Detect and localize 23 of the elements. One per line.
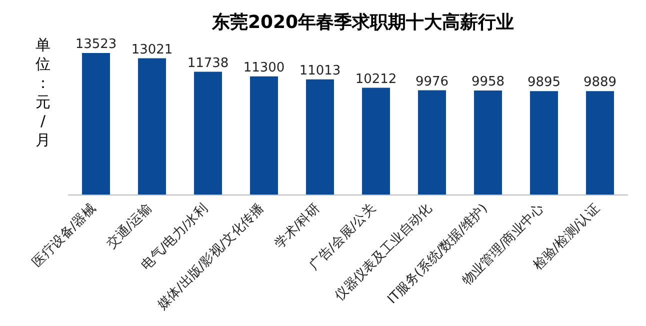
bar <box>194 72 222 195</box>
data-label: 9958 <box>471 74 505 90</box>
bar <box>250 76 278 195</box>
data-label: 9976 <box>415 74 449 90</box>
bar <box>138 58 166 195</box>
data-label: 9889 <box>583 75 617 90</box>
bar <box>306 79 334 195</box>
bar <box>362 88 390 195</box>
bar <box>586 91 614 195</box>
x-tick-label: 医疗设备/器械 <box>30 201 99 270</box>
y-axis-title: 单位：元/月 <box>34 36 52 150</box>
data-label: 10212 <box>355 72 397 87</box>
data-label: 11013 <box>299 63 341 78</box>
data-label: 13021 <box>131 42 173 58</box>
data-label: 13523 <box>75 37 117 52</box>
bar <box>418 90 446 195</box>
bar <box>530 91 558 195</box>
bar <box>474 90 502 195</box>
data-label: 11300 <box>243 60 285 76</box>
data-label: 9895 <box>527 75 561 90</box>
chart-title: 东莞2020年春季求职期十大高薪行业 <box>210 11 516 34</box>
bar <box>82 53 110 195</box>
data-label: 11738 <box>187 56 229 71</box>
